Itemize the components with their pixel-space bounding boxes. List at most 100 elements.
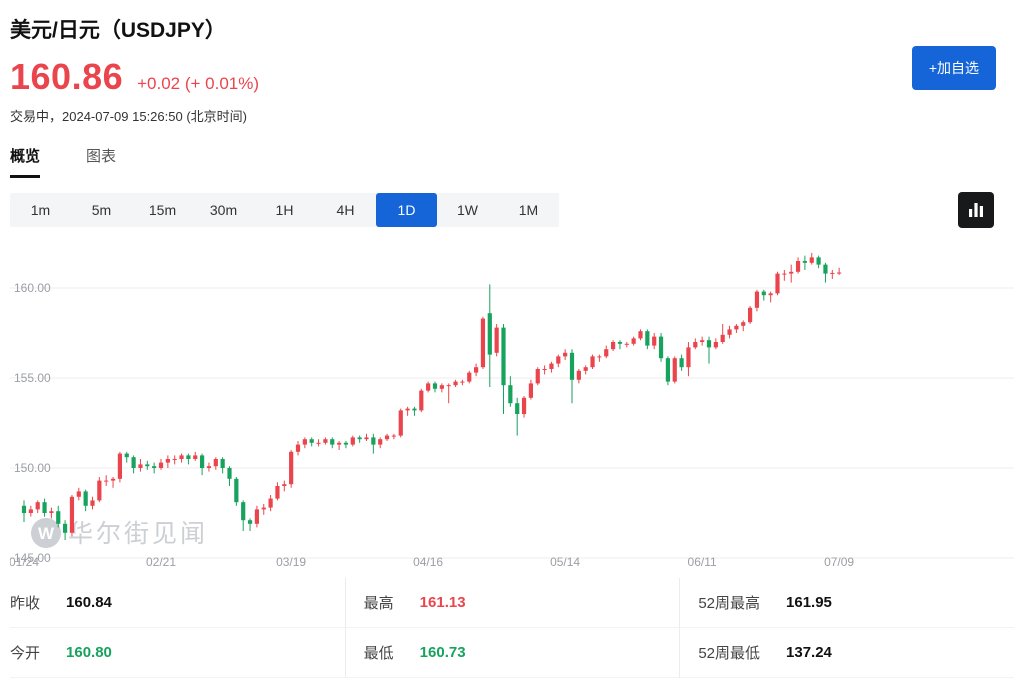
- candle: [384, 433, 390, 441]
- candle: [42, 498, 47, 517]
- candle: [200, 453, 205, 476]
- candle: [816, 255, 821, 269]
- candle: [145, 460, 150, 470]
- candle: [220, 457, 225, 474]
- candle: [158, 459, 164, 470]
- candle: [295, 441, 301, 456]
- period-button-4h[interactable]: 4H: [315, 193, 376, 227]
- candle: [501, 324, 506, 414]
- candle: [521, 396, 527, 418]
- candle: [261, 504, 266, 515]
- candle: [658, 333, 664, 362]
- period-button-5m[interactable]: 5m: [71, 193, 132, 227]
- stat-value: 137.24: [786, 644, 832, 661]
- period-button-1d[interactable]: 1D: [376, 193, 437, 227]
- candle: [206, 462, 212, 472]
- stat-label: 52周最高: [698, 595, 761, 612]
- candle: [432, 381, 438, 393]
- period-button-1h[interactable]: 1H: [254, 193, 315, 227]
- svg-text:W: W: [38, 524, 55, 543]
- candle: [97, 477, 102, 503]
- candle: [330, 437, 335, 449]
- candle: [741, 320, 746, 332]
- candle: [686, 342, 691, 377]
- candle: [494, 324, 499, 357]
- period-button-1w[interactable]: 1W: [437, 193, 498, 227]
- candle: [624, 342, 629, 348]
- stat-value: 161.95: [786, 594, 832, 611]
- candle: [837, 267, 842, 275]
- stats-grid: 昨收 160.84 最高 161.13 52周最高 161.95 今开 160.80 最低 160…: [10, 578, 1014, 678]
- add-watchlist-button[interactable]: +加自选: [911, 46, 996, 90]
- candle: [398, 408, 403, 438]
- stat-value: 160.73: [419, 644, 466, 661]
- candle: [117, 451, 122, 483]
- candle: [700, 336, 705, 346]
- tab-chart[interactable]: 图表: [86, 148, 117, 165]
- candle: [364, 433, 369, 441]
- candle: [56, 505, 61, 528]
- candle: [460, 379, 465, 386]
- candle: [720, 324, 725, 344]
- watermark: W 华尔街见闻: [31, 518, 208, 548]
- candle: [76, 487, 81, 501]
- stat-value: 160.84: [66, 594, 112, 611]
- candle: [138, 459, 143, 472]
- candle: [802, 255, 807, 270]
- candle: [28, 505, 33, 517]
- candle: [371, 433, 376, 454]
- candle: [110, 477, 116, 488]
- candle: [487, 284, 492, 387]
- chart-style-button[interactable]: [958, 192, 994, 228]
- candle: [172, 455, 177, 465]
- candle: [597, 354, 602, 362]
- candle: [446, 383, 451, 404]
- candle: [467, 370, 472, 384]
- period-button-30m[interactable]: 30m: [193, 193, 254, 227]
- svg-text:02/21: 02/21: [146, 555, 176, 569]
- candle: [789, 264, 794, 283]
- candle: [754, 289, 760, 312]
- tab-bar: 概览 图表: [10, 145, 1014, 178]
- candle: [357, 435, 362, 443]
- tab-overview[interactable]: 概览: [10, 145, 41, 178]
- candle: [302, 437, 307, 449]
- candle: [734, 324, 739, 333]
- candle: [152, 462, 157, 474]
- candle: [124, 451, 129, 463]
- period-button-15m[interactable]: 15m: [132, 193, 193, 227]
- page-title: 美元/日元（USDJPY）: [10, 19, 226, 42]
- candle: [323, 437, 328, 445]
- candle: [604, 345, 609, 359]
- candle: [679, 354, 684, 371]
- svg-text:华尔街见闻: 华尔街见闻: [68, 520, 208, 548]
- candle: [275, 482, 280, 501]
- period-button-1m[interactable]: 1M: [498, 193, 559, 227]
- svg-text:03/19: 03/19: [276, 555, 306, 569]
- candle: [761, 289, 766, 301]
- svg-text:06/11: 06/11: [688, 555, 717, 569]
- candle: [583, 365, 588, 375]
- candle: [131, 455, 136, 474]
- price-row: 160.86 +0.02 (+ 0.01%): [10, 56, 1014, 98]
- candle: [727, 325, 732, 339]
- candle: [337, 441, 342, 450]
- candle: [645, 329, 650, 350]
- candle: [480, 316, 486, 369]
- stat-52w-low: 52周最低 137.24: [679, 628, 1014, 678]
- candle: [412, 406, 417, 416]
- last-price: 160.86: [10, 56, 124, 97]
- candle: [713, 338, 718, 350]
- period-button-1m[interactable]: 1m: [10, 193, 71, 227]
- candle: [665, 356, 670, 386]
- candle: [282, 480, 287, 492]
- candle: [426, 381, 431, 393]
- candle: [268, 495, 273, 512]
- candlestick-chart[interactable]: 160.00 155.00 150.00 145.00 W 华尔街见闻 01/24 02/21…: [10, 232, 1014, 572]
- candle: [563, 349, 568, 360]
- candle: [350, 435, 355, 447]
- candle: [21, 500, 27, 522]
- candle: [439, 383, 444, 393]
- candle: [419, 388, 424, 413]
